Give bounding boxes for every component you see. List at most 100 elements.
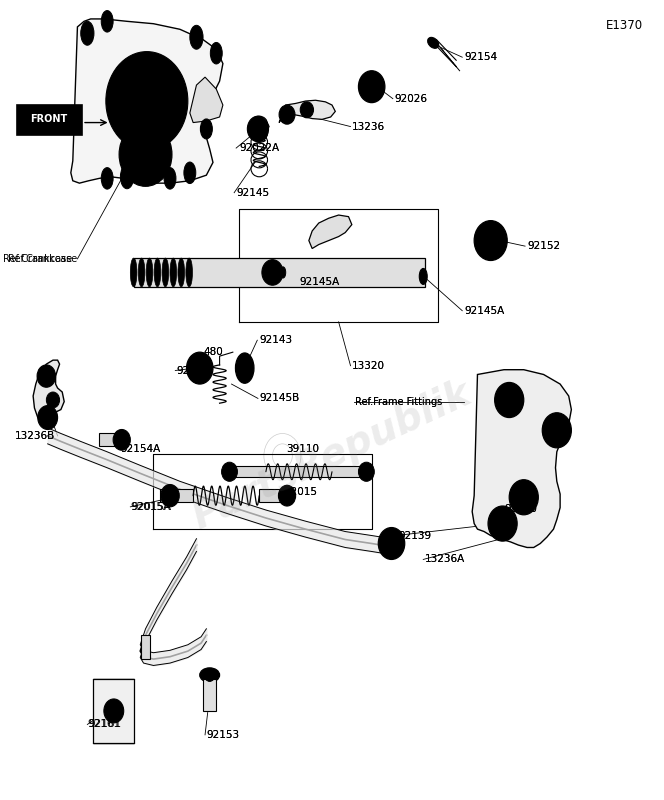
Text: 13236A: 13236A: [424, 554, 465, 565]
Circle shape: [359, 70, 385, 102]
Text: 13320: 13320: [352, 361, 385, 370]
Circle shape: [262, 260, 283, 286]
Circle shape: [495, 382, 524, 418]
Text: Ref.Crankcase: Ref.Crankcase: [8, 254, 77, 264]
Circle shape: [378, 527, 405, 559]
Ellipse shape: [236, 353, 254, 383]
Circle shape: [359, 462, 374, 482]
Polygon shape: [190, 77, 223, 122]
Text: 92154A: 92154A: [120, 445, 161, 454]
Text: Ref.Frame Fittings: Ref.Frame Fittings: [355, 397, 442, 406]
Text: FRONT: FRONT: [31, 114, 68, 124]
Ellipse shape: [178, 258, 185, 286]
Text: PartsRepublik: PartsRepublik: [187, 374, 477, 537]
Ellipse shape: [101, 10, 113, 32]
Circle shape: [193, 360, 207, 376]
Circle shape: [106, 52, 188, 150]
Circle shape: [205, 669, 215, 682]
Text: 92026: 92026: [395, 94, 428, 104]
Circle shape: [516, 488, 532, 507]
Text: 92145B: 92145B: [259, 394, 299, 403]
Polygon shape: [133, 258, 424, 286]
Text: 13236B: 13236B: [15, 431, 55, 441]
Text: 92145A: 92145A: [299, 277, 339, 287]
Polygon shape: [71, 19, 223, 183]
Circle shape: [46, 392, 60, 408]
Text: 92152: 92152: [527, 241, 560, 251]
Text: 92026: 92026: [395, 94, 428, 104]
Text: 92153: 92153: [207, 730, 240, 740]
Circle shape: [278, 486, 295, 506]
Text: 92154: 92154: [464, 52, 497, 62]
Text: 92145: 92145: [236, 188, 269, 198]
Circle shape: [110, 706, 118, 716]
Text: 92022A: 92022A: [240, 143, 280, 153]
Text: 92145A: 92145A: [464, 306, 505, 316]
Text: 92143: 92143: [259, 335, 292, 346]
Ellipse shape: [154, 258, 161, 286]
Circle shape: [222, 462, 238, 482]
Circle shape: [495, 514, 511, 533]
Circle shape: [110, 57, 183, 145]
Text: 92022: 92022: [177, 366, 210, 375]
Text: 92145: 92145: [236, 188, 269, 198]
Text: 92161: 92161: [88, 719, 120, 730]
Text: 13236: 13236: [352, 122, 385, 131]
Text: 92143: 92143: [259, 335, 292, 346]
Polygon shape: [94, 679, 134, 743]
Text: 92015: 92015: [284, 486, 317, 497]
Ellipse shape: [101, 168, 113, 189]
Circle shape: [485, 234, 496, 247]
Polygon shape: [279, 100, 335, 122]
Text: 92139: 92139: [398, 530, 431, 541]
Circle shape: [300, 102, 313, 118]
FancyBboxPatch shape: [17, 105, 82, 134]
Circle shape: [248, 116, 268, 142]
Text: 39110: 39110: [286, 445, 319, 454]
Ellipse shape: [162, 258, 169, 286]
Text: 92022: 92022: [177, 366, 210, 375]
Text: 92145A: 92145A: [464, 306, 505, 316]
Circle shape: [119, 122, 172, 186]
Text: 92154: 92154: [464, 52, 497, 62]
Ellipse shape: [419, 269, 427, 285]
Ellipse shape: [81, 22, 94, 46]
Ellipse shape: [240, 360, 250, 376]
Text: 92154A: 92154A: [120, 445, 161, 454]
Ellipse shape: [120, 165, 133, 189]
Ellipse shape: [428, 38, 439, 48]
Circle shape: [104, 699, 124, 723]
Text: 92161: 92161: [89, 719, 122, 730]
Circle shape: [488, 506, 517, 541]
Ellipse shape: [190, 26, 203, 50]
Text: 92145A: 92145A: [299, 277, 339, 287]
Ellipse shape: [200, 668, 220, 682]
Circle shape: [161, 485, 179, 507]
Text: 92015: 92015: [284, 486, 317, 497]
Circle shape: [268, 267, 277, 278]
Circle shape: [549, 421, 565, 440]
Circle shape: [303, 106, 310, 114]
Polygon shape: [309, 215, 352, 249]
Circle shape: [283, 491, 291, 501]
Polygon shape: [141, 635, 150, 659]
Text: 92145B: 92145B: [259, 394, 299, 403]
Polygon shape: [99, 434, 120, 446]
Ellipse shape: [184, 162, 196, 183]
Circle shape: [474, 221, 507, 261]
Circle shape: [481, 229, 501, 253]
Circle shape: [42, 371, 50, 381]
Circle shape: [509, 480, 539, 515]
Text: 480: 480: [203, 347, 223, 357]
Polygon shape: [160, 490, 193, 502]
Circle shape: [166, 491, 174, 501]
Text: 92152: 92152: [527, 241, 560, 251]
Circle shape: [38, 406, 58, 430]
Polygon shape: [226, 466, 372, 478]
Ellipse shape: [130, 258, 137, 286]
Polygon shape: [259, 490, 286, 502]
Text: Ref.Frame Fittings: Ref.Frame Fittings: [355, 397, 442, 406]
Circle shape: [43, 412, 52, 423]
Ellipse shape: [146, 258, 153, 286]
Circle shape: [283, 110, 291, 119]
